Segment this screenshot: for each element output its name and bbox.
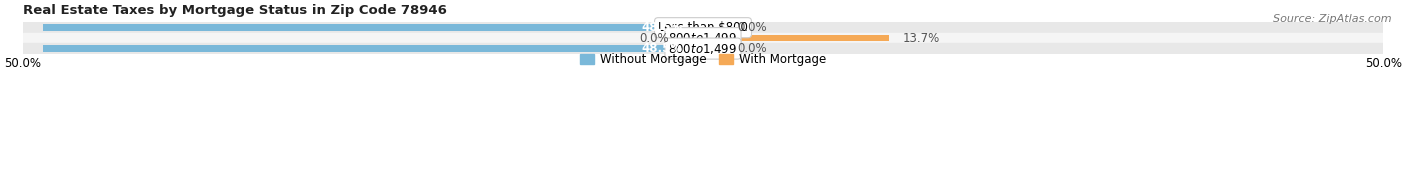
Bar bbox=[44, 45, 703, 52]
Bar bbox=[22, 23, 1384, 33]
Bar bbox=[703, 35, 890, 41]
Text: 0.0%: 0.0% bbox=[737, 42, 766, 55]
Bar bbox=[703, 45, 730, 52]
Bar bbox=[44, 24, 703, 31]
Legend: Without Mortgage, With Mortgage: Without Mortgage, With Mortgage bbox=[575, 48, 831, 70]
Bar bbox=[703, 24, 730, 31]
Text: 48.5%: 48.5% bbox=[641, 21, 682, 34]
Text: 13.7%: 13.7% bbox=[903, 32, 941, 45]
Bar bbox=[22, 33, 1384, 43]
Text: 0.0%: 0.0% bbox=[737, 21, 766, 34]
Text: $800 to $1,499: $800 to $1,499 bbox=[668, 31, 738, 45]
Text: Real Estate Taxes by Mortgage Status in Zip Code 78946: Real Estate Taxes by Mortgage Status in … bbox=[22, 4, 447, 17]
Text: $800 to $1,499: $800 to $1,499 bbox=[668, 42, 738, 56]
Bar bbox=[22, 43, 1384, 54]
Text: Less than $800: Less than $800 bbox=[658, 21, 748, 34]
Text: Source: ZipAtlas.com: Source: ZipAtlas.com bbox=[1274, 14, 1392, 24]
Text: 0.0%: 0.0% bbox=[640, 32, 669, 45]
Text: 48.5%: 48.5% bbox=[641, 42, 682, 55]
Bar bbox=[676, 35, 703, 41]
